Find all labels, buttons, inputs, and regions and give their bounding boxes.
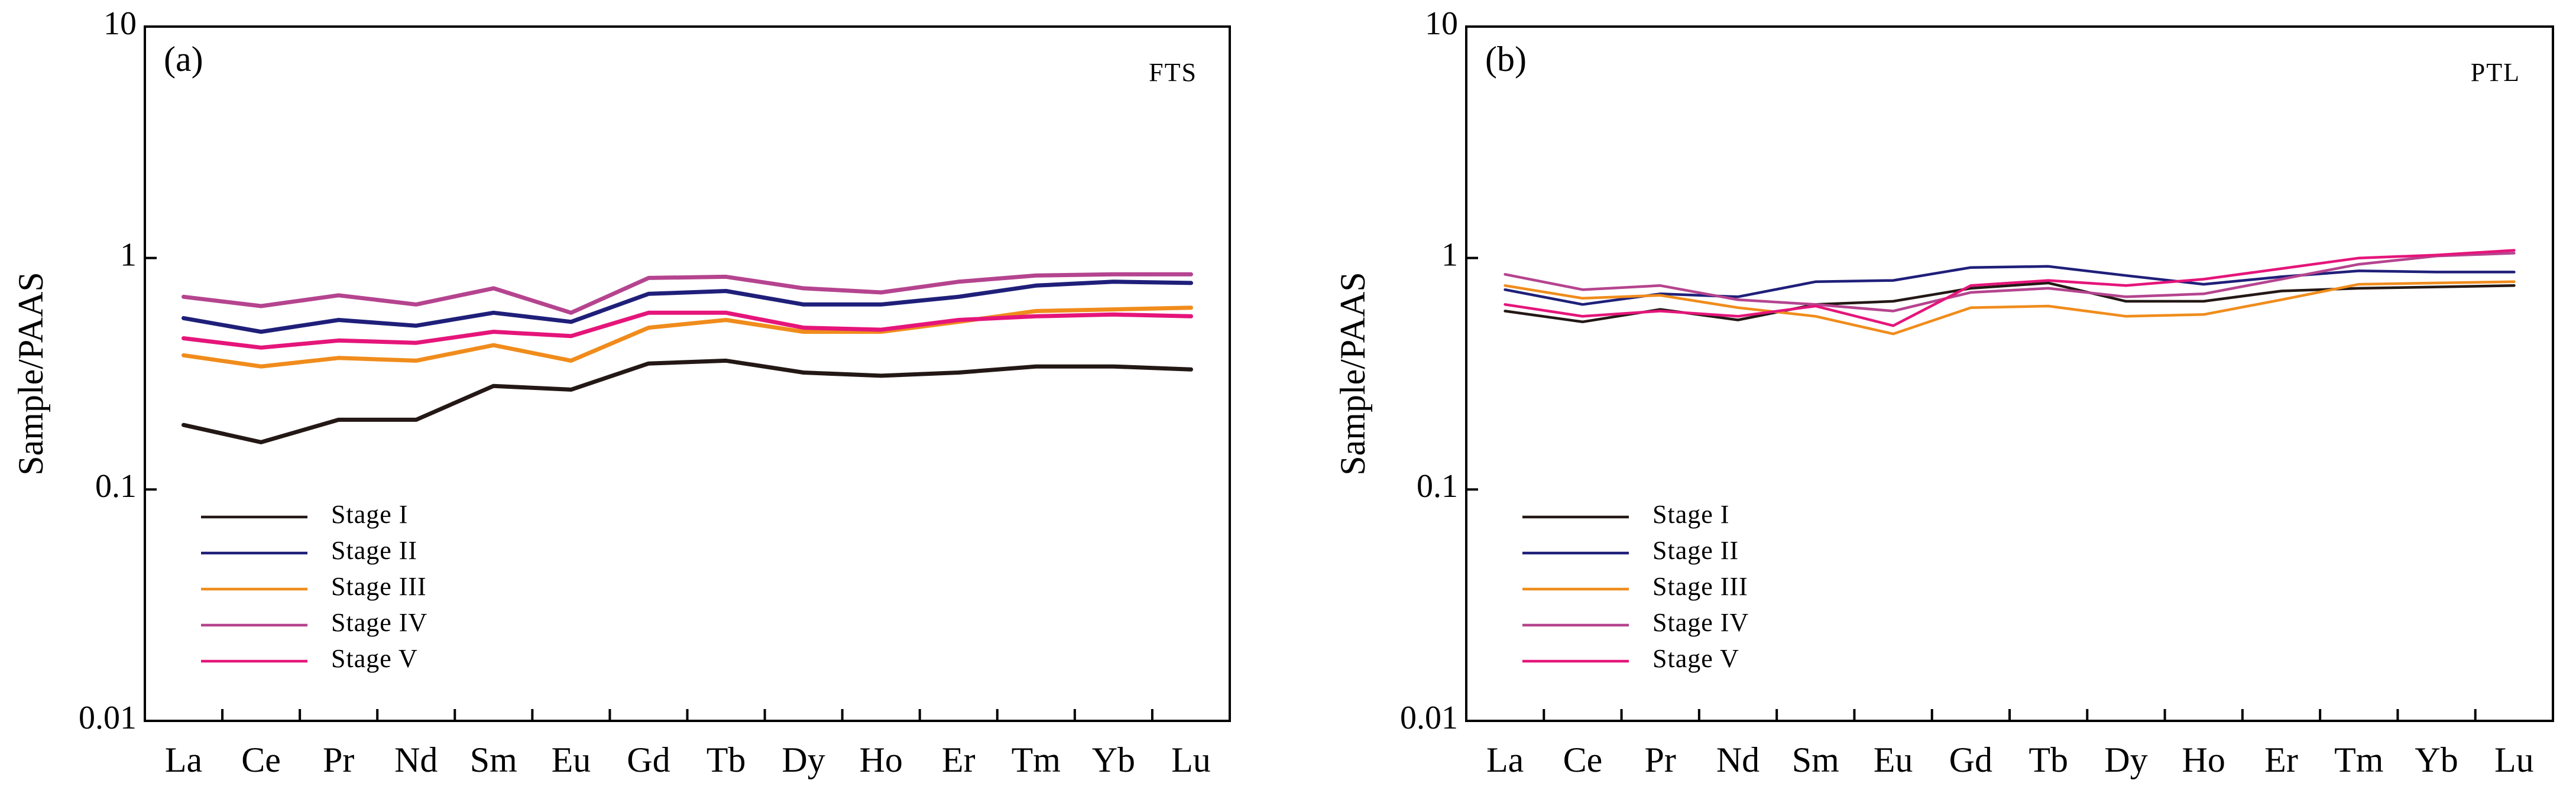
legend-label: Stage IV	[331, 608, 427, 637]
xtick-label: Eu	[552, 740, 591, 779]
ytick-label: 0.1	[1417, 468, 1458, 505]
plot-frame	[144, 25, 1231, 722]
xtick-label: Ce	[1563, 740, 1603, 779]
xtick-label: Er	[942, 740, 976, 779]
xtick-label: Ho	[860, 740, 903, 779]
xtick-label: Ho	[2182, 740, 2225, 779]
xtick-label: Tm	[2334, 740, 2383, 779]
ytick-label: 10	[1425, 5, 1458, 42]
xtick-label: Gd	[1949, 740, 1992, 779]
xtick-label: Yb	[2415, 740, 2458, 779]
legend-label: Stage III	[331, 572, 427, 601]
panel-label: (a)	[164, 40, 203, 79]
legend-label: Stage II	[1652, 536, 1739, 565]
xtick-label: Tb	[707, 740, 746, 779]
xtick-label: Er	[2264, 740, 2298, 779]
xtick-label: Nd	[1716, 740, 1760, 779]
series-line-5	[1504, 249, 2516, 327]
series-line-3	[182, 305, 1193, 369]
xtick-label: Dy	[2104, 740, 2147, 779]
panel-tag: PTL	[2471, 58, 2520, 87]
chart-panel-a: 0.01 0.1 1 10 La Ce Pr Nd Sm Eu Gd Tb Dy Ho Er Tm Yb Lu Sa…	[11, 5, 1231, 779]
legend-label: Stage II	[331, 536, 417, 565]
xtick-label: Gd	[627, 740, 670, 779]
panel-label: (b)	[1485, 40, 1527, 79]
ytick-label: 0.01	[1400, 700, 1458, 736]
ytick-label: 10	[103, 5, 137, 42]
xtick-label: Eu	[1874, 740, 1913, 779]
xtick-label: Sm	[1792, 740, 1839, 779]
legend-label: Stage IV	[1652, 608, 1749, 637]
series-line-3	[1504, 280, 2516, 336]
series-line-4	[1504, 252, 2516, 313]
xtick-label: Yb	[1092, 740, 1135, 779]
xtick-label: Pr	[323, 740, 354, 779]
ytick-label: 0.1	[95, 468, 137, 505]
xtick-label: La	[1486, 740, 1524, 779]
xtick-label: Lu	[2494, 740, 2534, 779]
chart-panel-b: 0.01 0.1 1 10 La Ce Pr Nd Sm Eu Gd Tb Dy Ho Er Tm Yb Lu Sa…	[1333, 5, 2554, 779]
y-axis-label: Sample/PAAS	[11, 272, 50, 476]
xtick-label: Tm	[1012, 740, 1061, 779]
legend-label: Stage V	[1652, 644, 1739, 673]
legend: Stage I Stage II Stage III Stage IV Stage V	[201, 500, 427, 673]
ytick-label: 1	[1441, 237, 1458, 274]
xtick-label: Tb	[2029, 740, 2068, 779]
series-line-1	[1504, 281, 2516, 323]
xtick-label: Lu	[1171, 740, 1211, 779]
ytick-label: 0.01	[79, 700, 137, 736]
legend-label: Stage I	[1652, 500, 1729, 529]
series-line-2	[182, 279, 1193, 334]
xtick-label: Sm	[470, 740, 517, 779]
y-axis-label: Sample/PAAS	[1333, 272, 1372, 476]
legend-label: Stage I	[331, 500, 408, 529]
xtick-label: La	[165, 740, 202, 779]
series-line-4	[182, 272, 1193, 315]
panel-tag: FTS	[1149, 58, 1197, 87]
ytick-label: 1	[120, 237, 137, 274]
series-line-5	[182, 310, 1193, 350]
xtick-label: Pr	[1645, 740, 1676, 779]
legend-label: Stage III	[1652, 572, 1748, 601]
plot-frame	[1465, 25, 2554, 722]
legend-label: Stage V	[331, 644, 418, 673]
legend: Stage I Stage II Stage III Stage IV Stage V	[1522, 500, 1749, 673]
xtick-label: Dy	[782, 740, 825, 779]
xtick-label: Ce	[241, 740, 281, 779]
xtick-label: Nd	[394, 740, 438, 779]
series-line-2	[1504, 265, 2516, 306]
series-line-1	[182, 358, 1193, 444]
